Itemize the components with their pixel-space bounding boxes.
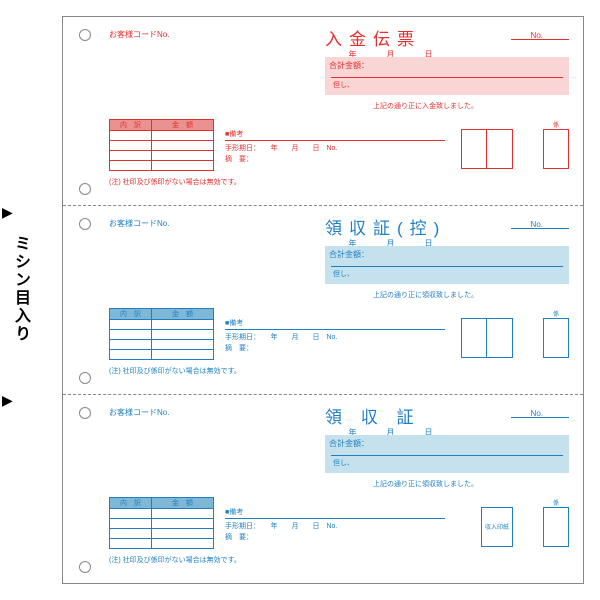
- stamp-box: 係: [543, 129, 569, 169]
- no-line: [511, 417, 569, 418]
- title-deposit: 入金伝票: [325, 25, 421, 50]
- bh-amount: 金 額: [152, 309, 214, 320]
- punch-hole: [79, 372, 91, 384]
- cell: [152, 519, 214, 529]
- bill-date: 手形期日： 年 月 日 No.: [225, 521, 445, 531]
- cell: [110, 340, 152, 350]
- cell: [110, 350, 152, 360]
- bh-breakdown: 内 訳: [110, 498, 152, 509]
- note-text: (注) 社印及び係印がない場合は無効です。: [109, 366, 241, 376]
- stamp-boxes: 収入印紙 係: [481, 507, 569, 547]
- cell: [110, 509, 152, 519]
- revenue-stamp-box: 収入印紙: [481, 507, 513, 547]
- amount-box: 合計金額： 但し、: [325, 57, 569, 95]
- bh-breakdown: 内 訳: [110, 309, 152, 320]
- bill-date: 手形期日： 年 月 日 No.: [225, 143, 445, 153]
- cell: [110, 161, 152, 171]
- cell: [152, 350, 214, 360]
- form-sheet: お客様コードNo. 入金伝票 No. 年 月 日 合計金額： 但し、 上記の通り…: [62, 16, 584, 584]
- punch-hole: [79, 183, 91, 195]
- remarks-label: ■備考: [225, 507, 445, 519]
- section-receipt-copy: お客様コードNo. 領収証(控) No. 年 月 日 合計金額： 但し、 上記の…: [63, 206, 583, 395]
- remarks-block: ■備考 手形期日： 年 月 日 No. 摘 要：: [225, 507, 445, 542]
- punch-hole: [79, 29, 91, 41]
- kakari-label: 係: [544, 498, 568, 507]
- remarks-block: ■備考 手形期日： 年 月 日 No. 摘 要：: [225, 318, 445, 353]
- summary-label: 摘 要：: [225, 343, 445, 353]
- summary-label: 摘 要：: [225, 154, 445, 164]
- cell: [110, 320, 152, 330]
- note-text: (注) 社印及び係印がない場合は無効です。: [109, 177, 241, 187]
- punch-hole: [79, 561, 91, 573]
- customer-code-label: お客様コードNo.: [109, 29, 169, 40]
- amount-label: 合計金額：: [325, 246, 569, 260]
- kakari-label: 係: [544, 120, 568, 129]
- remarks-block: ■備考 手形期日： 年 月 日 No. 摘 要：: [225, 129, 445, 164]
- remarks-label: ■備考: [225, 129, 445, 141]
- no-line: [511, 228, 569, 229]
- cell: [110, 539, 152, 549]
- amount-box: 合計金額： 但し、: [325, 435, 569, 473]
- breakdown-table: 内 訳金 額: [109, 308, 214, 360]
- arrow-top: ▶: [2, 204, 13, 221]
- confirmation-text: 上記の通り正に領収致しました。: [373, 290, 478, 300]
- arrow-bottom: ▶: [2, 392, 13, 409]
- amount-box: 合計金額： 但し、: [325, 246, 569, 284]
- remarks-label: ■備考: [225, 318, 445, 330]
- section-deposit: お客様コードNo. 入金伝票 No. 年 月 日 合計金額： 但し、 上記の通り…: [63, 17, 583, 206]
- cell: [110, 141, 152, 151]
- stamp-box: 係: [543, 507, 569, 547]
- amount-label: 合計金額：: [325, 57, 569, 71]
- stamp-box: [487, 129, 513, 169]
- punch-hole: [79, 218, 91, 230]
- cell: [152, 330, 214, 340]
- amount-label: 合計金額：: [325, 435, 569, 449]
- bh-breakdown: 内 訳: [110, 120, 152, 131]
- cell: [110, 151, 152, 161]
- revenue-stamp-label: 収入印紙: [482, 522, 512, 531]
- bh-amount: 金 額: [152, 120, 214, 131]
- cell: [152, 529, 214, 539]
- section-receipt: お客様コードNo. 領 収 証 No. 年 月 日 合計金額： 但し、 上記の通…: [63, 395, 583, 584]
- stamp-boxes: 係: [461, 129, 569, 169]
- customer-code-label: お客様コードNo.: [109, 218, 169, 229]
- tadashi-label: 但し、: [325, 78, 569, 90]
- bh-amount: 金 額: [152, 498, 214, 509]
- cell: [152, 320, 214, 330]
- stamp-box: [461, 318, 487, 358]
- cell: [110, 529, 152, 539]
- cell: [110, 330, 152, 340]
- breakdown-table: 内 訳金 額: [109, 497, 214, 549]
- stamp-box: [487, 318, 513, 358]
- summary-label: 摘 要：: [225, 532, 445, 542]
- kakari-label: 係: [544, 309, 568, 318]
- cell: [110, 519, 152, 529]
- stamp-box: 係: [543, 318, 569, 358]
- cell: [152, 151, 214, 161]
- cell: [152, 141, 214, 151]
- cell: [110, 131, 152, 141]
- no-line: [511, 39, 569, 40]
- perforation-label: ミシン目入り: [8, 235, 32, 343]
- note-text: (注) 社印及び係印がない場合は無効です。: [109, 555, 241, 565]
- tadashi-label: 但し、: [325, 456, 569, 468]
- cell: [152, 131, 214, 141]
- title-receipt-copy: 領収証(控): [325, 214, 446, 239]
- title-receipt: 領 収 証: [325, 403, 420, 428]
- cell: [152, 161, 214, 171]
- tadashi-label: 但し、: [325, 267, 569, 279]
- cell: [152, 340, 214, 350]
- confirmation-text: 上記の通り正に入金致しました。: [373, 101, 478, 111]
- cell: [152, 539, 214, 549]
- confirmation-text: 上記の通り正に領収致しました。: [373, 479, 478, 489]
- bill-date: 手形期日： 年 月 日 No.: [225, 332, 445, 342]
- stamp-box: [461, 129, 487, 169]
- stamp-boxes: 係: [461, 318, 569, 358]
- breakdown-table: 内 訳金 額: [109, 119, 214, 171]
- punch-hole: [79, 407, 91, 419]
- cell: [152, 509, 214, 519]
- customer-code-label: お客様コードNo.: [109, 407, 169, 418]
